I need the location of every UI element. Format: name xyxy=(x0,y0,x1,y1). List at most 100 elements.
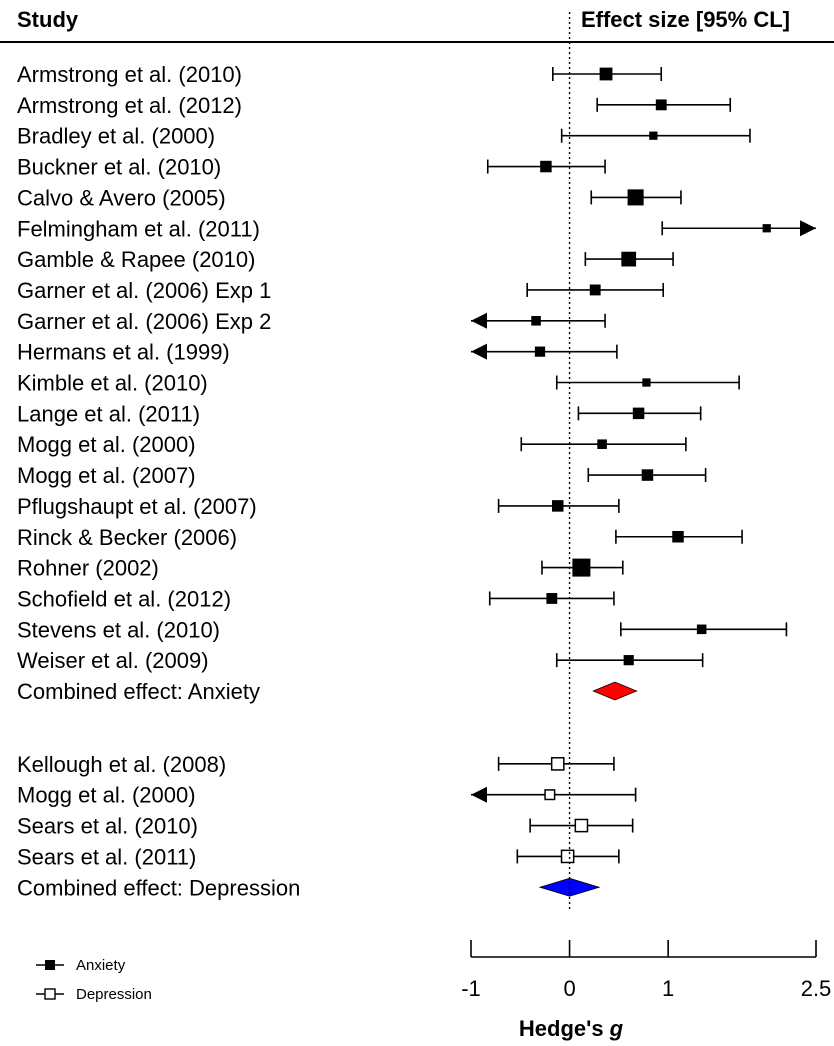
study-label: Schofield et al. (2012) xyxy=(17,586,231,611)
study-row: Stevens et al. (2010) xyxy=(17,617,788,642)
point-estimate xyxy=(546,593,558,604)
study-label: Rinck & Becker (2006) xyxy=(17,525,237,550)
study-label: Armstrong et al. (2012) xyxy=(17,93,242,118)
study-rows: Armstrong et al. (2010) Armstrong et al. … xyxy=(17,12,816,910)
study-label: Bradley et al. (2000) xyxy=(17,124,215,149)
header-effect-size: Effect size [95% CL] xyxy=(581,7,790,32)
study-row: Felmingham et al. (2011) xyxy=(17,216,816,241)
study-row: Mogg et al. (2007) xyxy=(17,463,707,488)
study-label: Rohner (2002) xyxy=(17,556,159,581)
x-tick-label: 2.5 xyxy=(801,976,832,1001)
study-label: Mogg et al. (2000) xyxy=(17,783,196,808)
study-label: Kimble et al. (2010) xyxy=(17,371,208,396)
study-row: Rinck & Becker (2006) xyxy=(17,525,743,550)
point-estimate xyxy=(534,346,546,357)
study-row: Garner et al. (2006) Exp 2 xyxy=(17,309,606,334)
study-label: Armstrong et al. (2010) xyxy=(17,62,242,87)
study-label: Sears et al. (2011) xyxy=(17,844,196,869)
study-row: Garner et al. (2006) Exp 1 xyxy=(17,278,665,303)
study-label: Calvo & Avero (2005) xyxy=(17,185,226,210)
study-label: Stevens et al. (2010) xyxy=(17,617,220,642)
study-row: Schofield et al. (2012) xyxy=(17,586,615,611)
study-label: Mogg et al. (2007) xyxy=(17,463,196,488)
x-axis-title: Hedge's g xyxy=(519,1016,624,1041)
legend-label: Depression xyxy=(76,986,152,1003)
study-label: Garner et al. (2006) Exp 2 xyxy=(17,309,271,334)
study-row: Combined effect: Depression xyxy=(17,875,601,900)
point-estimate xyxy=(550,757,565,771)
study-row: Buckner et al. (2010) xyxy=(17,155,606,180)
point-estimate xyxy=(696,624,707,635)
x-tick-label: 0 xyxy=(563,976,575,1001)
study-label: Lange et al. (2011) xyxy=(17,401,200,426)
study-row: Combined effect: Anxiety xyxy=(17,679,638,704)
study-row: Calvo & Avero (2005) xyxy=(17,185,682,210)
ci-arrow-left xyxy=(471,786,487,803)
study-row: Pflugshaupt et al. (2007) xyxy=(17,494,620,519)
point-estimate xyxy=(560,849,575,864)
point-estimate xyxy=(623,655,634,666)
x-axis-title-italic: g xyxy=(609,1016,624,1041)
study-row: Mogg et al. (2000) xyxy=(17,432,687,457)
legend-marker xyxy=(44,988,56,1000)
point-estimate xyxy=(597,439,607,449)
study-label: Hermans et al. (1999) xyxy=(17,340,230,365)
combined-effect-diamond xyxy=(592,681,638,701)
point-estimate xyxy=(655,99,667,111)
study-row: Gamble & Rapee (2010) xyxy=(17,247,674,272)
study-row: Bradley et al. (2000) xyxy=(17,124,751,149)
header-study: Study xyxy=(17,7,79,32)
point-estimate xyxy=(544,789,556,801)
legend-marker xyxy=(45,960,55,970)
ci-arrow-left xyxy=(471,312,487,329)
x-tick-label: 1 xyxy=(662,976,674,1001)
point-estimate xyxy=(641,469,654,481)
legend: Anxiety Depression xyxy=(36,957,152,1003)
legend-item-depression: Depression xyxy=(36,986,152,1003)
point-estimate xyxy=(589,284,601,296)
study-label: Pflugshaupt et al. (2007) xyxy=(17,494,257,519)
point-estimate xyxy=(540,160,552,173)
study-row: Sears et al. (2010) xyxy=(17,814,634,839)
point-estimate xyxy=(642,378,651,387)
legend-label: Anxiety xyxy=(76,957,126,974)
study-label: Garner et al. (2006) Exp 1 xyxy=(17,278,271,303)
study-label: Felmingham et al. (2011) xyxy=(17,216,260,241)
point-estimate xyxy=(574,818,589,833)
point-estimate xyxy=(531,316,541,326)
point-estimate xyxy=(762,224,771,233)
study-row: Mogg et al. (2000) xyxy=(17,783,637,808)
point-estimate xyxy=(649,131,658,140)
study-row: Hermans et al. (1999) xyxy=(17,340,618,365)
point-estimate xyxy=(627,189,644,206)
study-row: Weiser et al. (2009) xyxy=(17,648,704,673)
point-estimate xyxy=(551,500,564,512)
study-row: Armstrong et al. (2010) xyxy=(17,62,663,87)
x-tick-label: -1 xyxy=(461,976,481,1001)
study-row: Kimble et al. (2010) xyxy=(17,371,740,396)
study-label: Gamble & Rapee (2010) xyxy=(17,247,255,272)
point-estimate xyxy=(572,558,591,577)
point-estimate xyxy=(632,407,645,420)
x-axis: -1 0 1 2.5 xyxy=(461,940,831,1001)
ci-arrow-right xyxy=(800,220,816,237)
study-row: Armstrong et al. (2012) xyxy=(17,93,732,118)
point-estimate xyxy=(621,251,637,267)
study-label: Kellough et al. (2008) xyxy=(17,752,226,777)
study-row: Lange et al. (2011) xyxy=(17,401,702,426)
study-label: Buckner et al. (2010) xyxy=(17,155,221,180)
study-row: Rohner (2002) xyxy=(17,556,624,581)
ci-arrow-left xyxy=(471,343,487,360)
study-row: Kellough et al. (2008) xyxy=(17,752,615,777)
study-row: Sears et al. (2011) xyxy=(17,844,620,869)
point-estimate xyxy=(672,531,684,543)
study-label: Mogg et al. (2000) xyxy=(17,432,196,457)
study-label: Combined effect: Anxiety xyxy=(17,679,260,704)
study-label: Weiser et al. (2009) xyxy=(17,648,209,673)
legend-item-anxiety: Anxiety xyxy=(36,957,126,974)
study-label: Sears et al. (2010) xyxy=(17,814,198,839)
study-label: Combined effect: Depression xyxy=(17,875,300,900)
point-estimate xyxy=(599,67,613,81)
x-axis-title-main: Hedge's xyxy=(519,1016,604,1041)
